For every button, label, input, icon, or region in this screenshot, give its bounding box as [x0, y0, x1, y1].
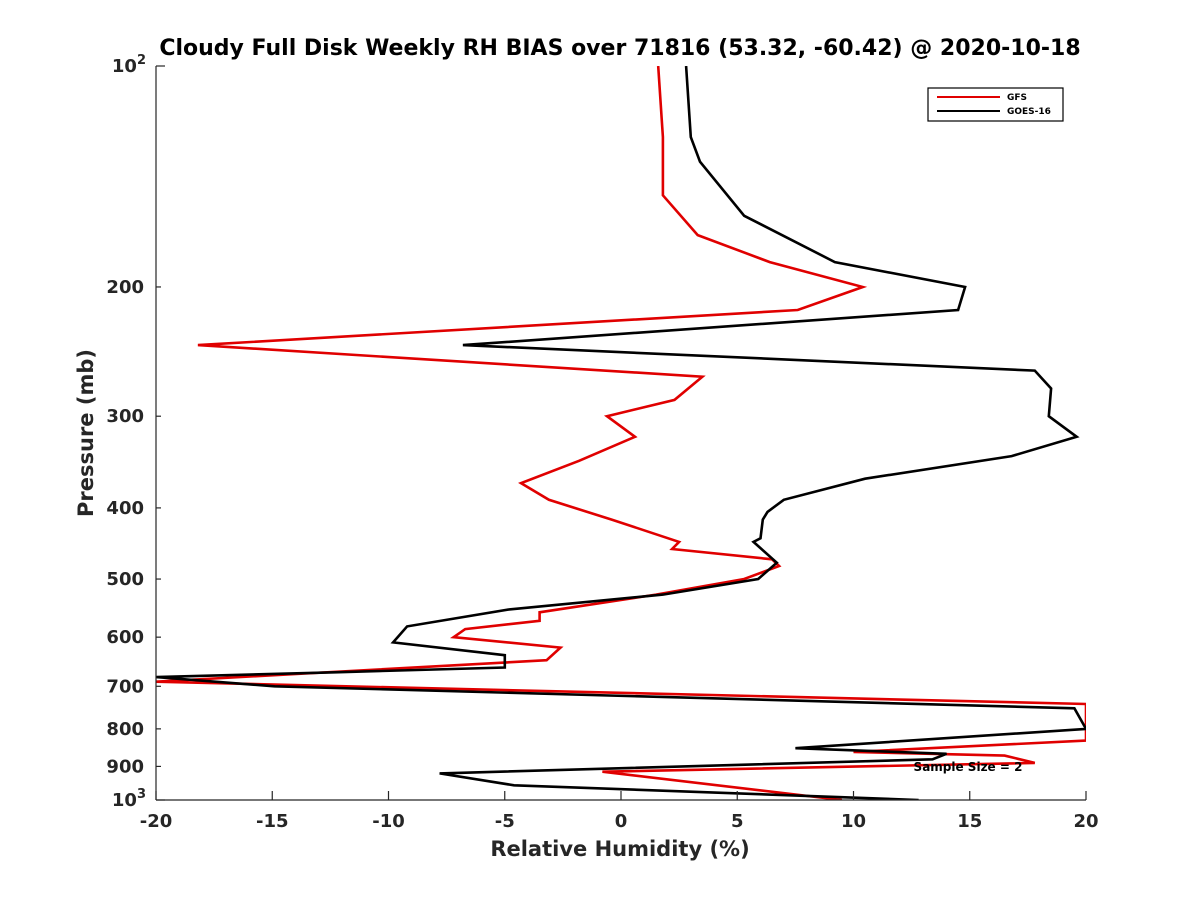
legend-label-goes16: GOES-16	[1007, 107, 1051, 117]
plot-area	[156, 66, 1086, 800]
series-line-goes16	[156, 66, 1086, 800]
x-tick-label: -5	[495, 811, 515, 832]
series-line-gfs	[156, 66, 1086, 800]
series-layer	[156, 66, 1086, 800]
y-tick-label: 800	[106, 719, 144, 740]
y-tick-label: 500	[106, 569, 144, 590]
legend-box	[927, 87, 1064, 122]
sample-size-annotation: Sample Size = 2	[914, 760, 1023, 774]
x-tick-label: 0	[615, 811, 628, 832]
y-axis-label: Pressure (mb)	[74, 349, 98, 517]
x-tick-label: 10	[841, 811, 866, 832]
axes-layer: -20 -15 -10 -5 0 5 10 15 20 200 300 400 500 600 700 800…	[106, 53, 1098, 832]
y-tick-label: 600	[106, 627, 144, 648]
x-tick-label: 20	[1073, 811, 1098, 832]
legend: GFS GOES-16	[927, 87, 1064, 122]
x-tick-label: -10	[372, 811, 405, 832]
legend-label-gfs: GFS	[1007, 93, 1027, 103]
chart-title: Cloudy Full Disk Weekly RH BIAS over 718…	[159, 36, 1080, 61]
x-axis-label: Relative Humidity (%)	[490, 837, 749, 861]
x-tick-label: 5	[731, 811, 744, 832]
y-major-tick-label: 103	[112, 787, 146, 811]
y-tick-label: 300	[106, 406, 144, 427]
y-tick-label: 900	[106, 756, 144, 777]
x-tick-label: 15	[957, 811, 982, 832]
y-tick-label: 200	[106, 277, 144, 298]
x-tick-label: -20	[140, 811, 173, 832]
y-tick-label: 400	[106, 498, 144, 519]
y-tick-label: 700	[106, 676, 144, 697]
y-major-tick-label: 102	[112, 53, 146, 77]
x-tick-label: -15	[256, 811, 289, 832]
